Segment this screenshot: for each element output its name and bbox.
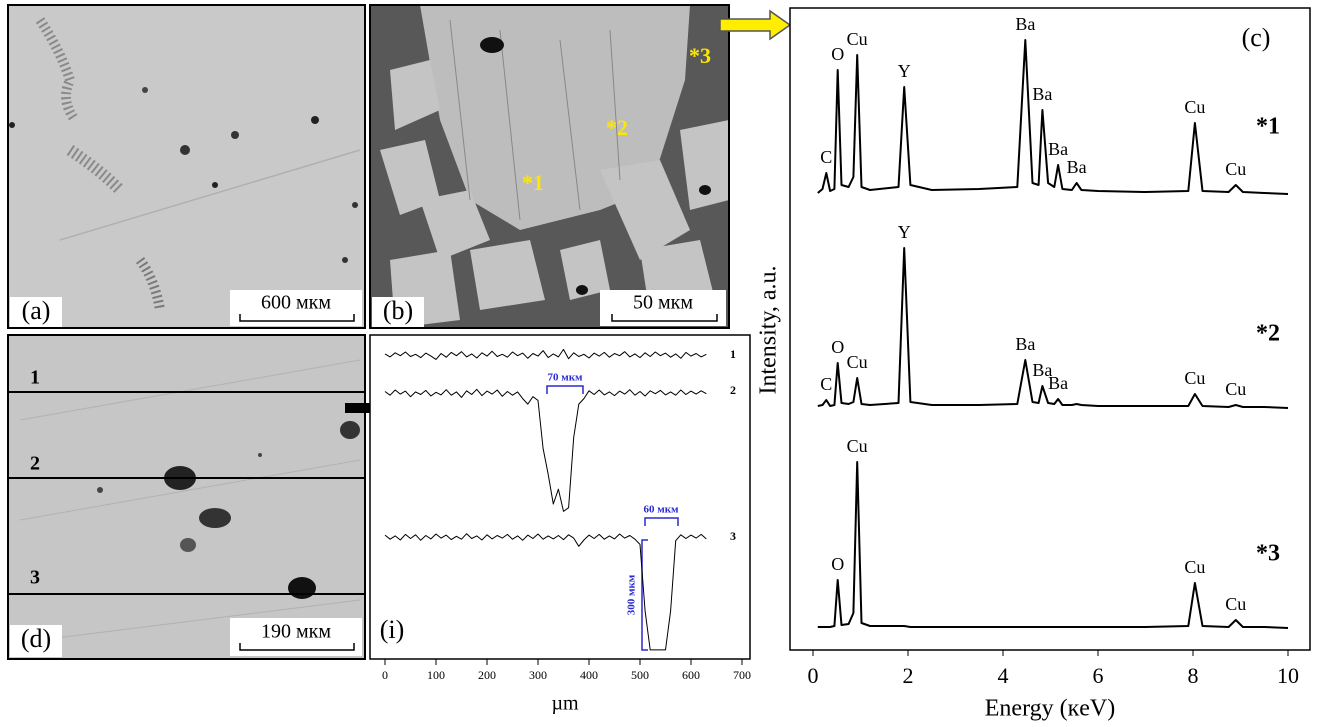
peak-label: Ba <box>1048 139 1068 159</box>
series-name: 2 <box>730 383 736 397</box>
peak-label: O <box>831 44 844 64</box>
x-tick-label: 400 <box>580 668 598 682</box>
bracket <box>546 385 584 394</box>
label-box <box>10 297 62 327</box>
peak-label: C <box>820 374 832 394</box>
peak-label: Cu <box>1225 379 1246 399</box>
frame <box>7 4 366 329</box>
peak-label: Ba <box>1032 84 1052 104</box>
series-line <box>384 348 707 360</box>
sem-image-d <box>8 335 365 659</box>
point-label: *3 <box>689 43 711 68</box>
series-name: 1 <box>730 347 736 361</box>
scale-bar-label: 50 мкм <box>633 292 693 314</box>
peak-label: Cu <box>1184 368 1205 388</box>
peak-label: Cu <box>847 352 868 372</box>
bracket <box>641 539 648 651</box>
panel-label: (b) <box>383 296 413 325</box>
line-label: 2 <box>30 453 40 475</box>
sem-image-b <box>370 5 729 328</box>
peak-label: O <box>831 554 844 574</box>
line-label: 1 <box>30 367 40 389</box>
panel-label: (a) <box>22 296 51 325</box>
label-box <box>372 297 424 327</box>
series-line <box>817 461 1289 629</box>
series-line <box>384 533 707 651</box>
x-tick-label: 0 <box>808 663 819 688</box>
x-axis-label: µm <box>551 693 579 715</box>
point-label: *1 <box>522 170 544 195</box>
x-tick-label: 4 <box>998 663 1009 688</box>
peak-label: Cu <box>1184 557 1205 577</box>
x-tick-label: 600 <box>682 668 700 682</box>
x-tick-label: 0 <box>382 668 388 682</box>
series-name: 3 <box>730 529 736 543</box>
x-tick-label: 8 <box>1188 663 1199 688</box>
arrow <box>719 9 792 41</box>
peak-label: Ba <box>1015 14 1035 34</box>
peak-label: Ba <box>1032 360 1052 380</box>
peak-label: C <box>820 147 832 167</box>
series-name: *3 <box>1256 541 1280 567</box>
x-tick-label: 500 <box>631 668 649 682</box>
peak-label: Y <box>898 61 911 81</box>
x-tick-label: 100 <box>427 668 445 682</box>
x-tick-label: 10 <box>1277 663 1299 688</box>
panel-label: (d) <box>21 624 51 653</box>
x-tick-label: 700 <box>733 668 751 682</box>
bracket <box>644 517 679 526</box>
series-name: *1 <box>1256 114 1280 140</box>
scale-box <box>230 290 362 326</box>
series-name: *2 <box>1256 321 1280 347</box>
peak-label: Cu <box>1225 159 1246 179</box>
scale-bar-label: 600 мкм <box>261 292 331 314</box>
x-axis-label: Energy (кeV) <box>985 696 1116 722</box>
line-label: 3 <box>30 567 40 589</box>
panel-label: (c) <box>1242 23 1271 52</box>
series-line <box>817 247 1289 409</box>
x-tick-label: 200 <box>478 668 496 682</box>
annotation: 60 мкм <box>643 504 679 516</box>
scale-bar-label: 190 мкм <box>261 621 331 643</box>
peak-label: Ba <box>1015 334 1035 354</box>
peak-label: Cu <box>847 436 868 456</box>
frame <box>369 4 730 329</box>
scale-bar <box>611 314 718 322</box>
scale-bar <box>239 643 355 651</box>
peak-label: Cu <box>847 29 868 49</box>
scale-box <box>600 290 726 326</box>
scale-bar <box>239 314 355 322</box>
peak-label: Cu <box>1225 594 1246 614</box>
x-tick-label: 6 <box>1093 663 1104 688</box>
peak-label: O <box>831 337 844 357</box>
peak-label: Y <box>898 222 911 242</box>
label-box <box>10 625 62 657</box>
series-line <box>817 39 1289 195</box>
peak-label: Cu <box>1184 97 1205 117</box>
annotation: 70 мкм <box>547 372 583 384</box>
plot-frame <box>789 7 1311 651</box>
panel-label: (i) <box>380 615 405 644</box>
x-tick-label: 2 <box>903 663 914 688</box>
frame <box>7 334 366 660</box>
annotation: 300 мкм <box>626 574 638 615</box>
series-line <box>384 388 707 512</box>
peak-label: Ba <box>1067 157 1087 177</box>
y-axis-label: Intensity, a.u. <box>756 265 782 394</box>
point-label: *2 <box>606 115 628 140</box>
x-tick-label: 300 <box>529 668 547 682</box>
peak-label: Ba <box>1048 373 1068 393</box>
sem-image-a <box>8 5 365 328</box>
